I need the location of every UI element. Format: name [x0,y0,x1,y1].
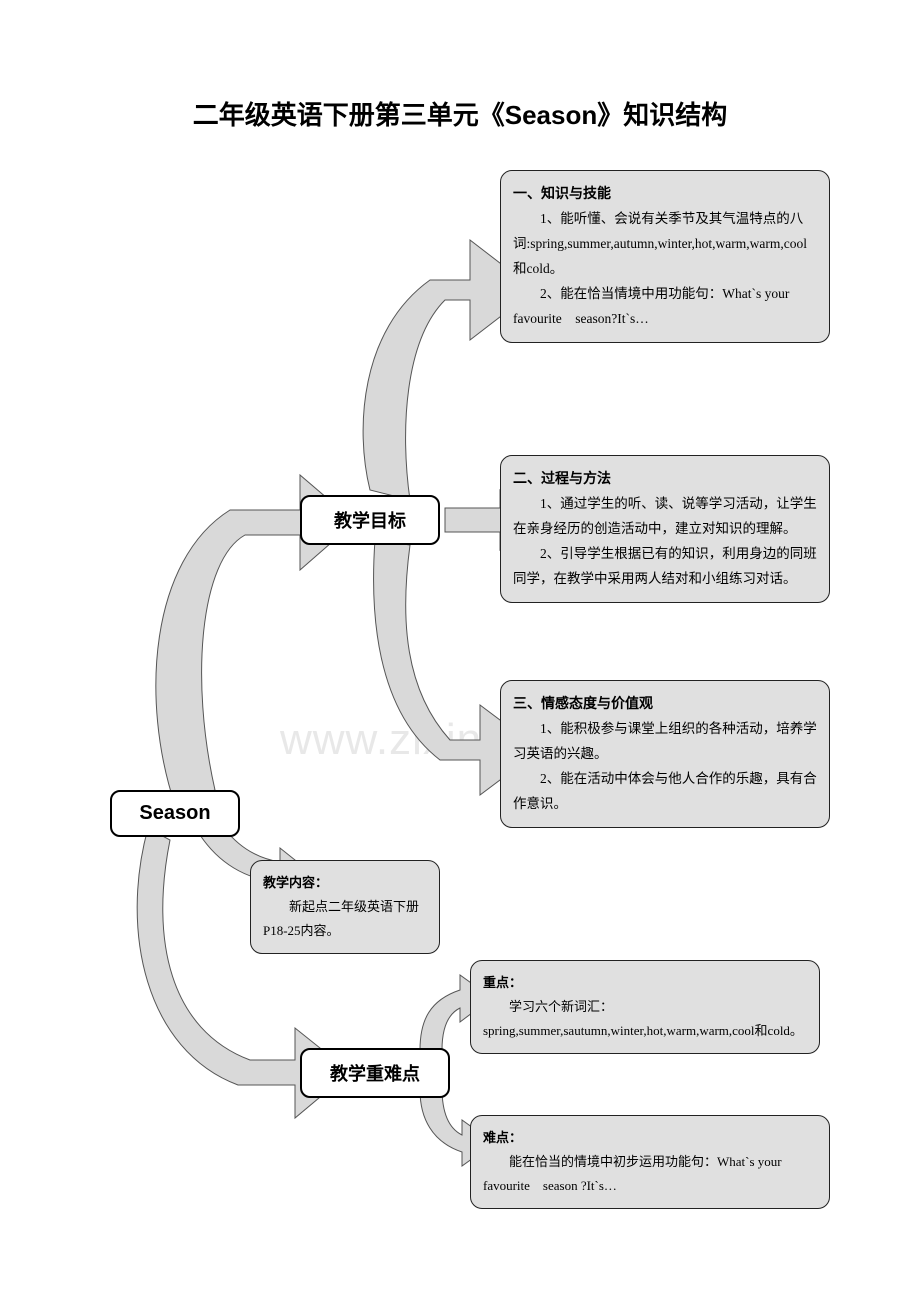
box1-p1: 1、能听懂、会说有关季节及其气温特点的八词:spring,summer,autu… [513,207,817,282]
node-keypoints: 教学重难点 [300,1048,450,1098]
box1-p2: 2、能在恰当情境中用功能句：What`s your favourite seas… [513,282,817,332]
keypoint-heading: 重点： [483,971,807,995]
box2-p1: 1、通过学生的听、读、说等学习活动，让学生在亲身经历的创造活动中，建立对知识的理… [513,492,817,542]
box-difficult: 难点： 能在恰当的情境中初步运用功能句：What`s your favourit… [470,1115,830,1209]
box3-p1: 1、能积极参与课堂上组织的各种活动，培养学习英语的兴趣。 [513,717,817,767]
node-goals: 教学目标 [300,495,440,545]
box-knowledge-skills: 一、知识与技能 1、能听懂、会说有关季节及其气温特点的八词:spring,sum… [500,170,830,343]
box-keypoint: 重点： 学习六个新词汇：spring,summer,sautumn,winter… [470,960,820,1054]
box2-p2: 2、引导学生根据已有的知识，利用身边的同班同学，在教学中采用两人结对和小组练习对… [513,542,817,592]
box3-p2: 2、能在活动中体会与他人合作的乐趣，具有合作意识。 [513,767,817,817]
difficult-heading: 难点： [483,1126,817,1150]
content-heading: 教学内容： [263,871,427,895]
box2-heading: 二、过程与方法 [513,466,817,492]
node-keypoints-label: 教学重难点 [330,1064,420,1084]
box-emotion-values: 三、情感态度与价值观 1、能积极参与课堂上组织的各种活动，培养学习英语的兴趣。 … [500,680,830,828]
box-teaching-content: 教学内容： 新起点二年级英语下册P18-25内容。 [250,860,440,954]
keypoint-p1: 学习六个新词汇：spring,summer,sautumn,winter,hot… [483,995,807,1043]
root-node-season: Season [110,790,240,837]
box3-heading: 三、情感态度与价值观 [513,691,817,717]
page-title: 二年级英语下册第三单元《Season》知识结构 [0,95,920,132]
node-goals-label: 教学目标 [334,511,406,531]
content-p1: 新起点二年级英语下册P18-25内容。 [263,895,427,943]
root-label: Season [139,802,210,824]
box-process-method: 二、过程与方法 1、通过学生的听、读、说等学习活动，让学生在亲身经历的创造活动中… [500,455,830,603]
difficult-p1: 能在恰当的情境中初步运用功能句：What`s your favourite se… [483,1150,817,1198]
box1-heading: 一、知识与技能 [513,181,817,207]
